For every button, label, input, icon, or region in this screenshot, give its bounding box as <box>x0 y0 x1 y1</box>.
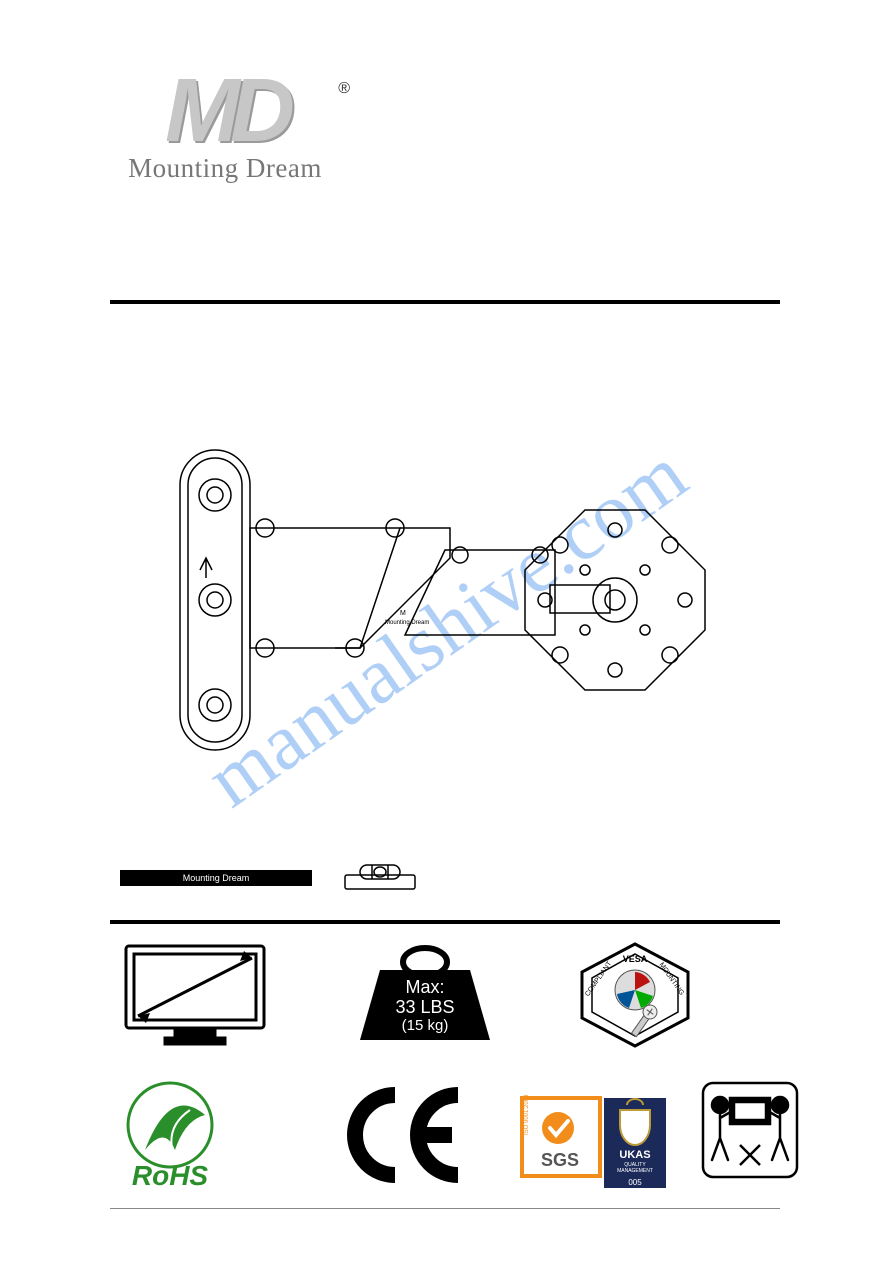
horizontal-rule-bottom <box>110 920 780 924</box>
svg-text:005: 005 <box>628 1178 642 1187</box>
ce-mark-icon <box>340 1080 470 1195</box>
brand-name: Mounting Dream <box>110 153 340 184</box>
svg-text:SGS: SGS <box>541 1150 579 1170</box>
accessory-strip: Mounting Dream <box>120 870 312 886</box>
vesa-badge-icon: VESA MOUNTING COMPLIANT <box>570 940 700 1055</box>
svg-text:MANAGEMENT: MANAGEMENT <box>617 1168 653 1174</box>
svg-text:ISO 9001:2008: ISO 9001:2008 <box>524 1094 530 1135</box>
bubble-level-icon <box>340 855 420 895</box>
svg-text:VESA: VESA <box>623 954 648 964</box>
brand-logo: MD ® Mounting Dream <box>110 80 340 184</box>
weight-line2: 33 LBS <box>350 998 500 1018</box>
horizontal-rule-footer <box>110 1208 780 1209</box>
cert-row: RoHS ISO 9001:2008 SGS UKAS <box>110 1080 790 1195</box>
rohs-icon: RoHS <box>110 1080 250 1195</box>
product-diagram: M Mounting Dream <box>170 430 720 810</box>
svg-text:RoHS: RoHS <box>132 1160 209 1190</box>
tv-size-icon <box>120 940 270 1055</box>
svg-text:M: M <box>400 610 406 617</box>
max-weight-text: Max: 33 LBS (15 kg) <box>350 978 500 1034</box>
sgs-ukas-icon: ISO 9001:2008 SGS UKAS QUALITY MANAGEMEN… <box>520 1080 670 1195</box>
specs-row: Max: 33 LBS (15 kg) VESA MOUNTING COMPLI… <box>110 940 790 1050</box>
weight-line1: Max: <box>350 978 500 998</box>
horizontal-rule-top <box>110 300 780 304</box>
brand-glyph: MD <box>110 80 340 143</box>
max-weight-icon: Max: 33 LBS (15 kg) <box>350 940 500 1055</box>
two-person-install-icon <box>700 1080 800 1185</box>
registered-mark: ® <box>338 80 350 98</box>
weight-line3: (15 kg) <box>350 1018 500 1035</box>
svg-text:UKAS: UKAS <box>619 1149 650 1161</box>
svg-text:Mounting Dream: Mounting Dream <box>385 620 429 626</box>
